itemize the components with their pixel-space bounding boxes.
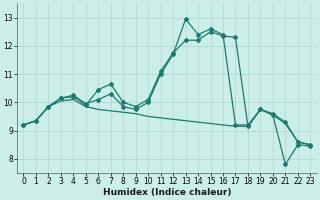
X-axis label: Humidex (Indice chaleur): Humidex (Indice chaleur) bbox=[103, 188, 231, 197]
